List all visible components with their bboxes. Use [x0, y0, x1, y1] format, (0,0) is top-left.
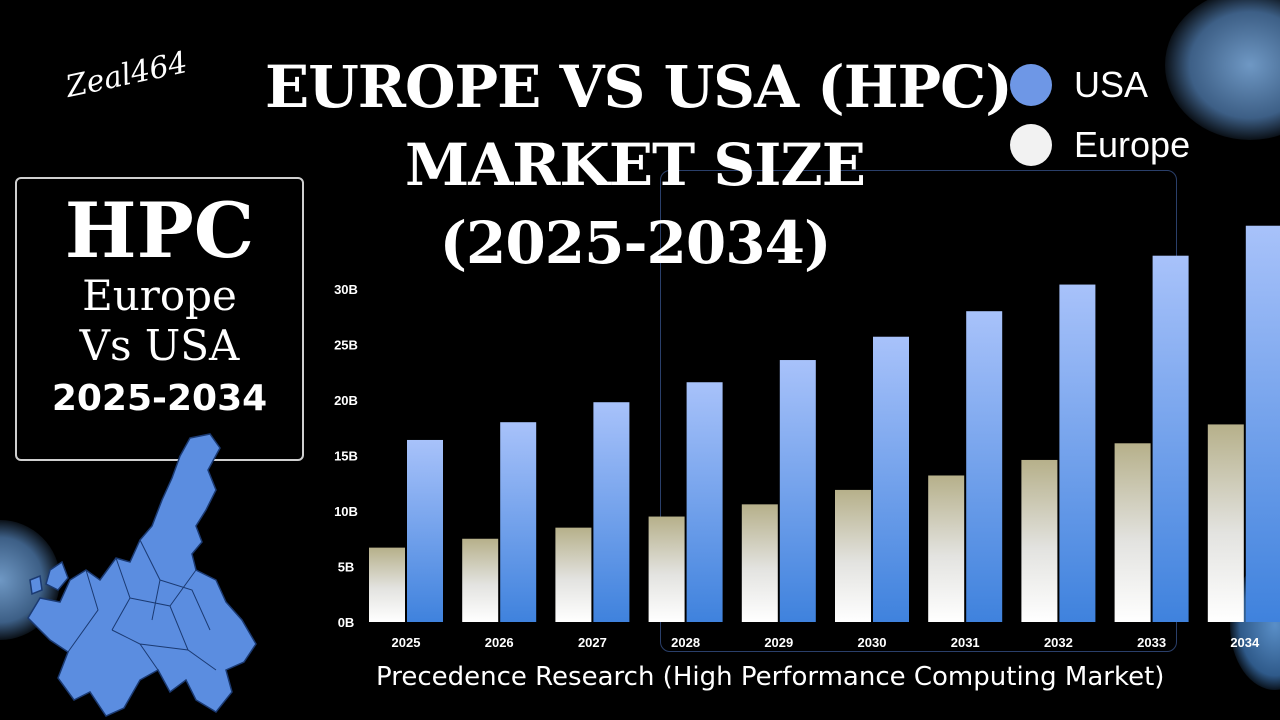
bar-usa-2028	[686, 382, 723, 622]
bar-usa-2026	[500, 422, 537, 622]
page-title: EUROPE VS USA (HPC) MARKET SIZE (2025-20…	[265, 48, 1013, 282]
info-box: HPC Europe Vs USA 2025-2034	[15, 177, 304, 461]
bar-usa-2033	[1152, 255, 1189, 622]
info-heading: HPC	[64, 186, 255, 275]
x-tick-label: 2031	[951, 635, 980, 650]
bar-europe-2027	[555, 527, 592, 622]
bar-europe-2025	[369, 547, 405, 622]
europe-map-icon	[27, 433, 257, 717]
bar-europe-2029	[741, 504, 778, 622]
bar-europe-2028	[648, 516, 685, 622]
y-tick-label: 5B	[338, 560, 355, 575]
y-tick-label: 15B	[334, 449, 358, 464]
bar-europe-2030	[835, 489, 871, 622]
bar-europe-2026	[462, 538, 499, 622]
legend-dot-europe	[1010, 124, 1052, 166]
x-tick-label: 2033	[1137, 635, 1166, 650]
legend-item-europe: Europe	[1010, 115, 1190, 175]
x-tick-label: 2025	[392, 635, 421, 650]
x-tick-label: 2034	[1230, 635, 1260, 650]
bar-usa-2025	[407, 439, 443, 622]
title-line-2: MARKET SIZE	[405, 131, 866, 199]
bar-europe-2031	[928, 475, 965, 622]
info-line-europe: Europe	[82, 271, 237, 320]
source-caption: Precedence Research (High Performance Co…	[376, 662, 1165, 692]
x-tick-label: 2028	[671, 635, 700, 650]
legend-item-usa: USA	[1010, 55, 1190, 115]
x-tick-label: 2030	[858, 635, 887, 650]
legend-dot-usa	[1010, 64, 1052, 106]
y-tick-label: 10B	[334, 504, 358, 519]
x-tick-label: 2027	[578, 635, 607, 650]
x-tick-label: 2026	[485, 635, 514, 650]
bar-europe-2032	[1021, 459, 1058, 622]
bar-usa-2027	[593, 402, 630, 622]
legend-label-europe: Europe	[1074, 124, 1191, 165]
title-line-1: EUROPE VS USA (HPC)	[265, 53, 1013, 121]
y-tick-label: 30B	[334, 282, 358, 297]
y-tick-label: 20B	[334, 393, 358, 408]
y-tick-label: 25B	[334, 338, 358, 353]
chart-legend: USA Europe	[1010, 55, 1190, 175]
x-tick-label: 2029	[764, 635, 793, 650]
y-tick-label: 0B	[338, 615, 355, 630]
legend-label-usa: USA	[1074, 64, 1149, 105]
info-years: 2025-2034	[51, 378, 268, 419]
bar-usa-2030	[873, 336, 909, 622]
bar-europe-2033	[1114, 443, 1151, 622]
title-line-3: (2025-2034)	[439, 209, 832, 277]
x-tick-label: 2032	[1044, 635, 1073, 650]
bar-usa-2034	[1245, 225, 1280, 623]
bar-usa-2031	[966, 311, 1003, 622]
bar-europe-2034	[1207, 424, 1244, 622]
bar-usa-2032	[1059, 284, 1096, 622]
bar-usa-2029	[779, 360, 816, 622]
info-line-vs-usa: Vs USA	[79, 321, 240, 370]
